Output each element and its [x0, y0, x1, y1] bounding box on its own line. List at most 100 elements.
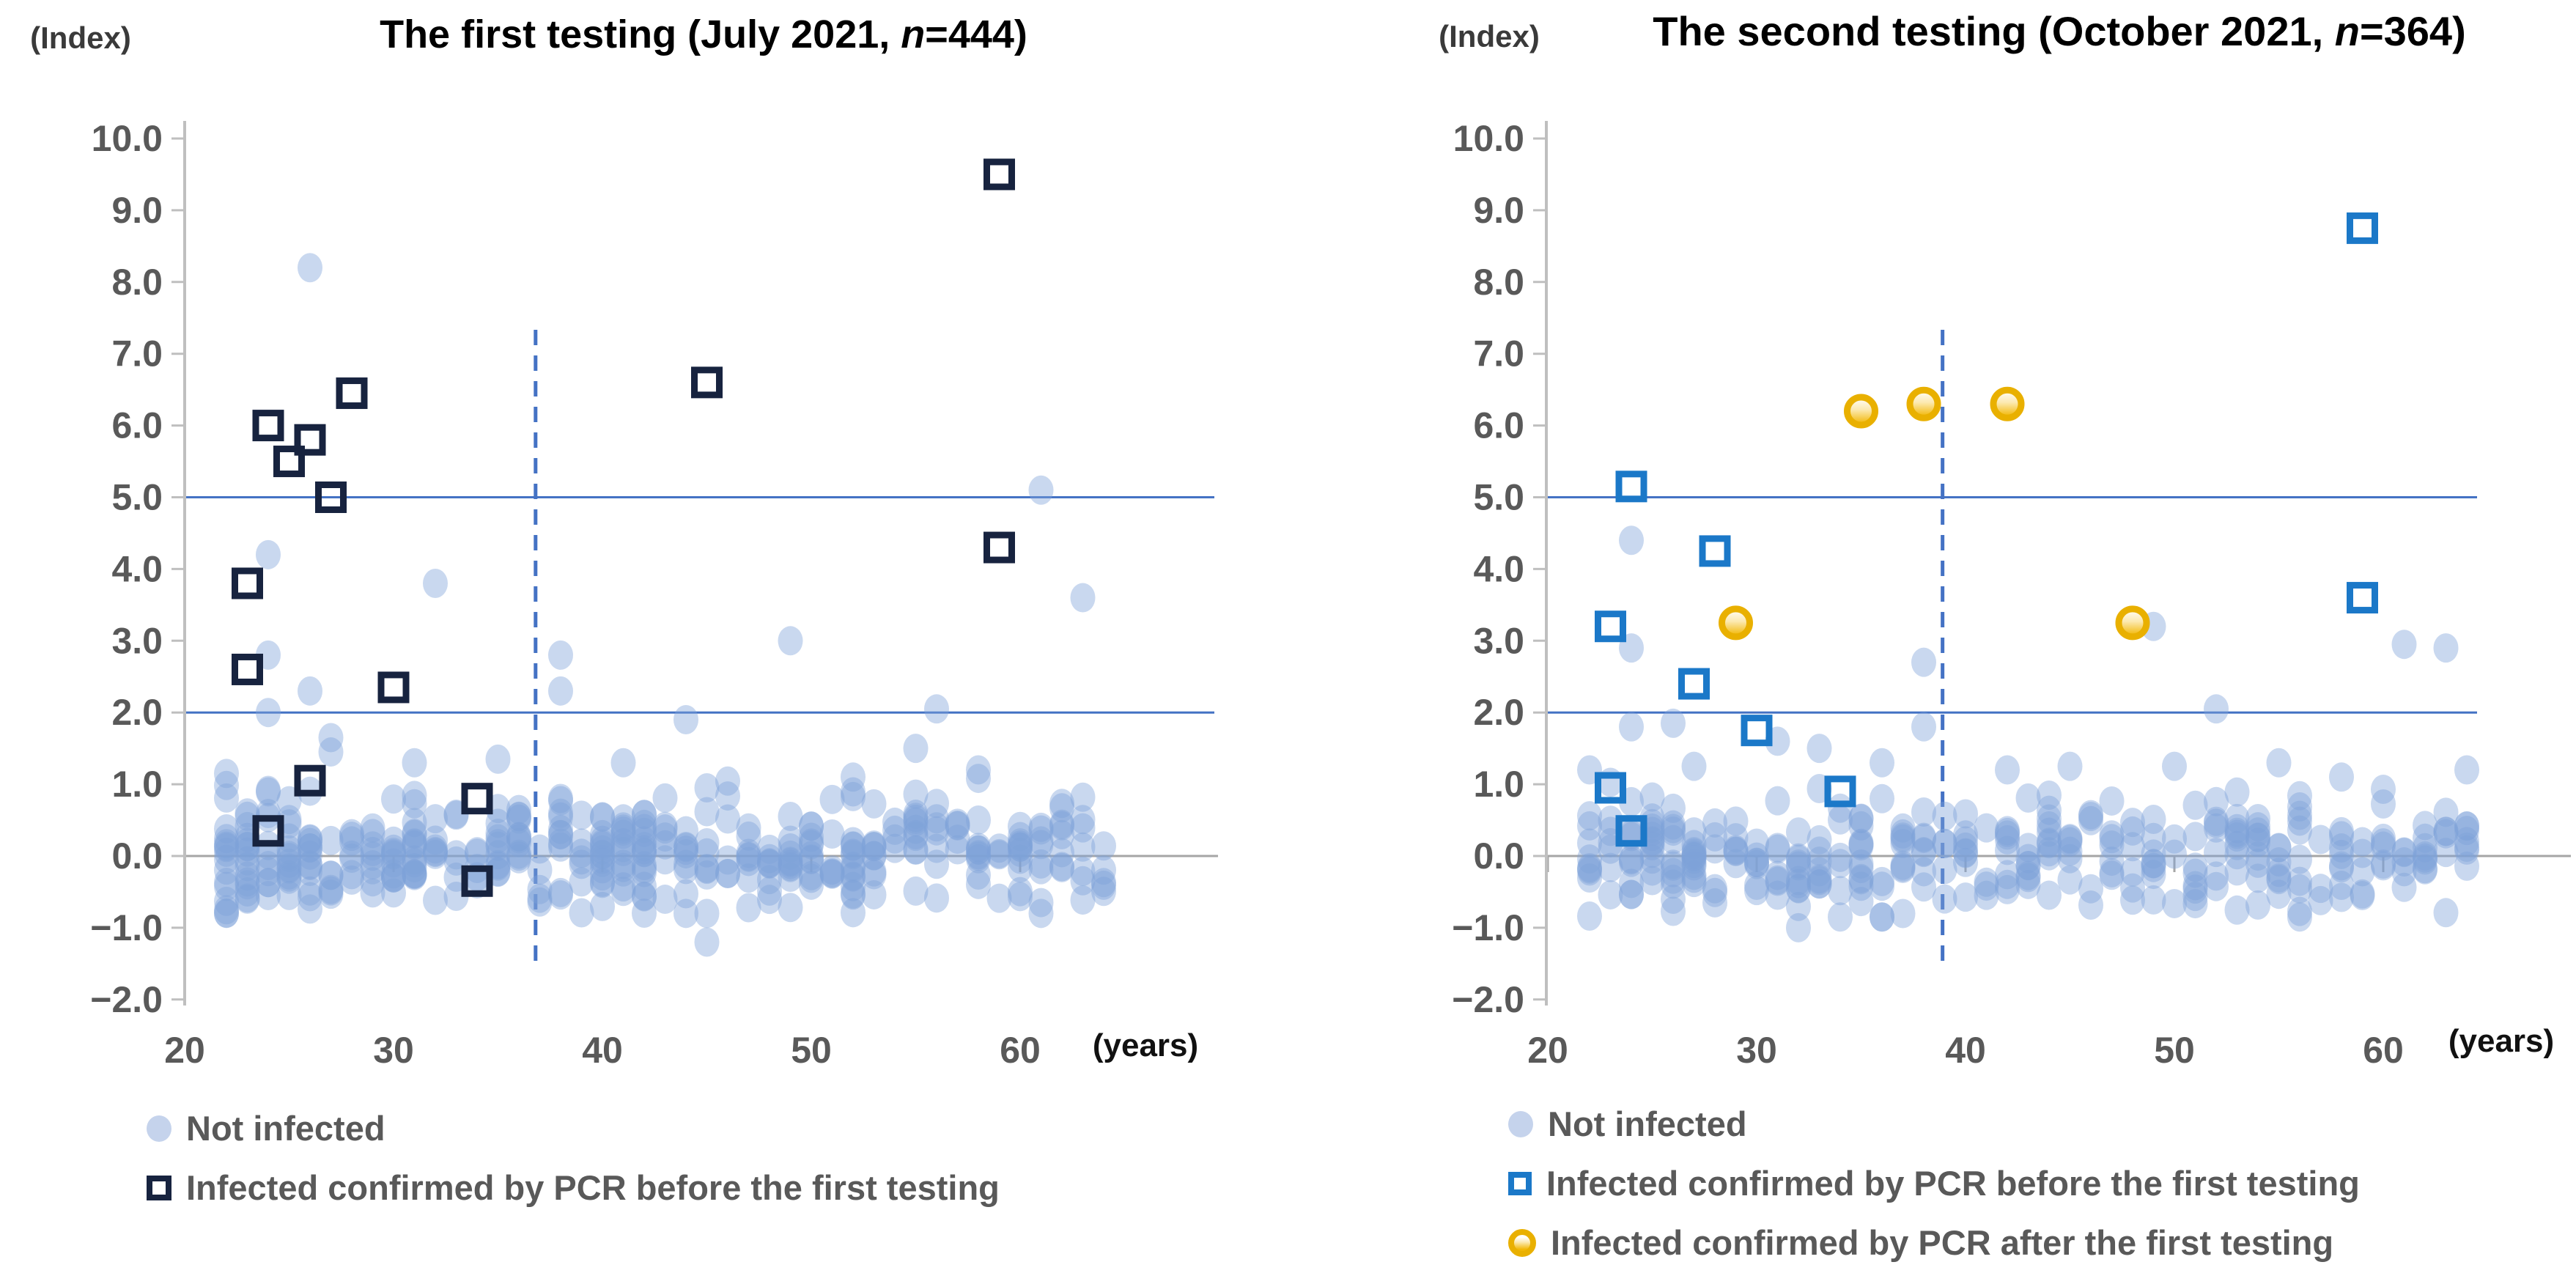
data-point-not-infected [2224, 803, 2250, 833]
data-point-not-infected [1661, 708, 1686, 738]
data-point-not-infected [1639, 866, 1665, 896]
data-point-not-infected [1577, 844, 1602, 874]
data-point-not-infected [423, 834, 448, 864]
data-point-not-infected [2245, 803, 2270, 833]
data-point-not-infected [2037, 817, 2062, 847]
data-point-not-infected [2391, 630, 2417, 660]
data-point-not-infected [778, 893, 803, 923]
data-point-not-infected [841, 781, 866, 811]
data-point-not-infected [1091, 870, 1116, 900]
data-point-not-infected [2162, 839, 2187, 869]
data-point-not-infected [1870, 866, 1894, 896]
data-point-not-infected [1681, 863, 1707, 893]
data-point-not-infected [861, 789, 887, 819]
data-point-pcr-before [273, 446, 305, 478]
data-point-not-infected [882, 833, 907, 863]
data-point-not-infected [652, 822, 678, 852]
data-point-not-infected [339, 860, 364, 890]
data-point-not-infected [2454, 827, 2479, 857]
data-point-not-infected [2099, 860, 2125, 890]
data-point-not-infected [1619, 879, 1644, 910]
data-point-not-infected [799, 811, 824, 841]
data-point-not-infected [1577, 854, 1602, 884]
data-point-not-infected [945, 835, 970, 865]
data-point-not-infected [2329, 871, 2354, 901]
data-point-not-infected [2078, 874, 2103, 904]
data-point-not-infected [298, 253, 322, 283]
data-point-not-infected [2329, 851, 2354, 881]
data-point-not-infected [2371, 775, 2396, 805]
data-point-not-infected [548, 832, 573, 862]
data-point-not-infected [2287, 844, 2312, 874]
data-point-not-infected [799, 860, 824, 890]
data-point-not-infected [736, 893, 761, 923]
data-point-not-infected [924, 833, 949, 863]
y-tick-label: 8.0 [1473, 262, 1524, 303]
data-point-not-infected [569, 838, 594, 868]
data-point-not-infected [673, 704, 698, 734]
data-point-not-infected [318, 879, 344, 910]
data-point-not-infected [1828, 793, 1853, 823]
data-point-not-infected [1681, 838, 1707, 868]
data-point-not-infected [2454, 816, 2479, 846]
data-point-not-infected [2204, 808, 2229, 838]
data-point-not-infected [1953, 820, 1978, 850]
data-point-not-infected [2350, 827, 2375, 857]
data-point-not-infected [778, 802, 803, 832]
data-point-not-infected [2454, 833, 2479, 863]
data-point-not-infected [2433, 816, 2459, 846]
data-point-not-infected [1911, 857, 1936, 887]
data-point-not-infected [694, 828, 720, 858]
data-point-not-infected [632, 837, 657, 867]
data-point-not-infected [381, 840, 406, 870]
x-tick-label: 40 [582, 1030, 623, 1071]
data-point-not-infected [1619, 525, 1644, 556]
data-point-not-infected [1786, 912, 1811, 942]
data-point-not-infected [2204, 806, 2229, 836]
data-point-not-infected [903, 876, 929, 906]
data-point-not-infected [2141, 860, 2166, 890]
data-point-not-infected [590, 861, 615, 891]
data-point-not-infected [819, 819, 845, 849]
data-point-not-infected [2287, 874, 2312, 904]
data-point-not-infected [841, 827, 866, 857]
data-point-not-infected [652, 814, 678, 844]
data-point-not-infected [694, 855, 720, 885]
data-point-not-infected [318, 860, 344, 890]
right-title-n-italic: n [2334, 8, 2360, 54]
data-point-not-infected [778, 825, 803, 855]
data-point-not-infected [590, 825, 615, 855]
data-point-not-infected [652, 783, 678, 813]
data-point-not-infected [1598, 852, 1623, 882]
data-point-not-infected [1577, 901, 1602, 931]
data-point-not-infected [1786, 866, 1811, 896]
data-point-not-infected [1848, 887, 1874, 917]
data-point-not-infected [1932, 855, 1957, 885]
data-point-not-infected [506, 824, 531, 854]
data-point-not-infected [381, 862, 406, 892]
data-point-not-infected [799, 863, 824, 893]
data-point-not-infected [2391, 872, 2417, 902]
data-point-not-infected [1848, 854, 1874, 884]
data-point-not-infected [298, 827, 322, 857]
y-tick-label: 4.0 [111, 548, 163, 589]
data-point-not-infected [2120, 873, 2145, 903]
data-point-not-infected [402, 829, 427, 859]
data-point-not-infected [402, 819, 427, 849]
data-point-not-infected [590, 840, 615, 870]
data-point-not-infected [214, 759, 239, 789]
data-point-not-infected [2329, 853, 2354, 883]
data-point-not-infected [1661, 849, 1686, 879]
y-tick-label: 1.0 [1473, 764, 1524, 805]
data-point-not-infected [2245, 817, 2270, 847]
data-point-not-infected [778, 852, 803, 882]
data-point-not-infected [1681, 837, 1707, 867]
y-tick-label: 0.0 [1473, 835, 1524, 877]
data-point-not-infected [2057, 824, 2083, 855]
data-point-not-infected [1932, 884, 1957, 914]
data-point-not-infected [2245, 822, 2270, 852]
x-tick-label: 30 [1736, 1030, 1777, 1071]
data-point-not-infected [1848, 849, 1874, 879]
data-point-not-infected [1765, 880, 1790, 910]
data-point-not-infected [548, 786, 573, 816]
